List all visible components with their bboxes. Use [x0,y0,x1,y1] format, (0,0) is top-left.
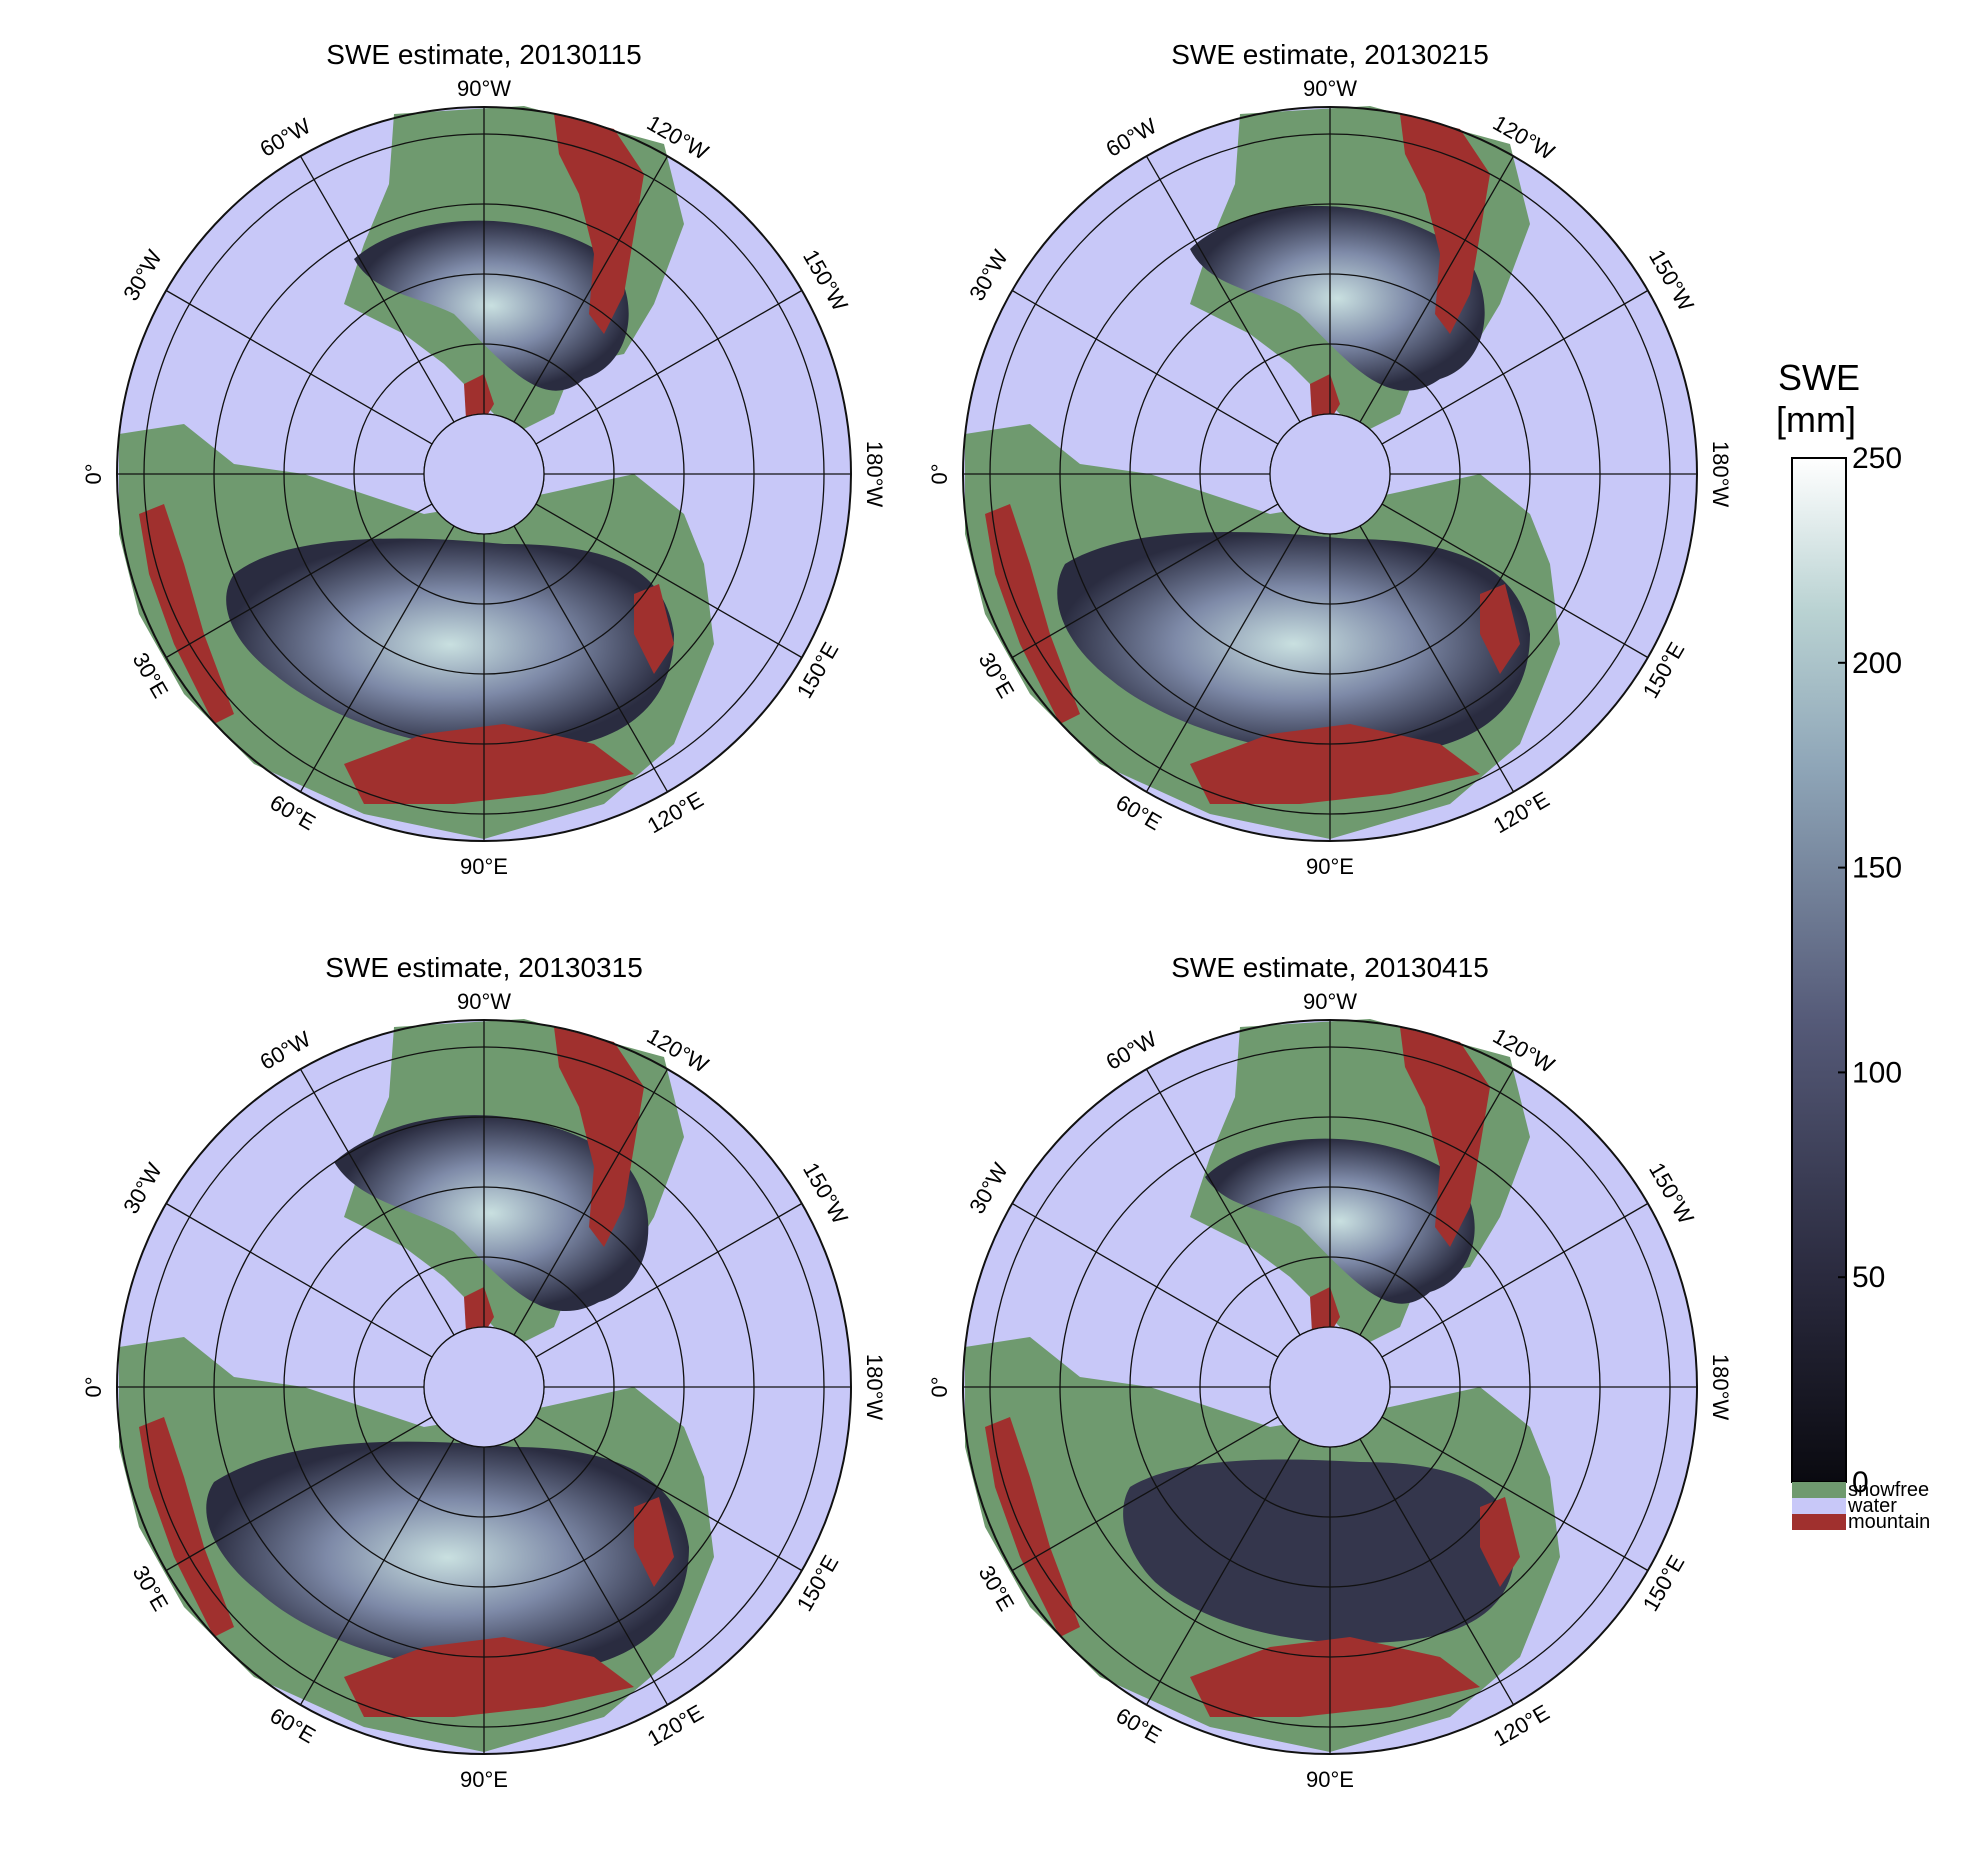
lon-label-30w: 30°W [964,1158,1013,1217]
map-panel-1: SWE estimate, 20130115 90°W 120°W 60°W 1… [81,39,887,879]
colorbar-category-swatch [1792,1514,1846,1530]
colorbar-tick-label: 150 [1852,852,1902,885]
lon-label-0: 0° [927,463,952,484]
lon-label-180w: 180°W [862,441,887,508]
map-title: SWE estimate, 20130315 [325,952,643,983]
map-title: SWE estimate, 20130415 [1171,952,1489,983]
lon-label-30w: 30°W [964,245,1013,304]
lon-label-90w: 90°W [1303,989,1357,1014]
lon-label-0: 0° [927,1376,952,1397]
colorbar-tick-label: 50 [1852,1261,1885,1294]
lon-label-90e: 90°E [460,1767,508,1792]
pole-hole [1270,1327,1390,1447]
colorbar-category-swatch [1792,1498,1846,1514]
lon-label-0: 0° [81,463,106,484]
lon-label-180w: 180°W [1708,1354,1733,1421]
lon-label-90w: 90°W [457,76,511,101]
lon-label-180w: 180°W [862,1354,887,1421]
pole-hole [424,414,544,534]
colorbar-tick-label: 250 [1852,442,1902,475]
colorbar-gradient [1792,458,1846,1482]
lon-label-90e: 90°E [1306,1767,1354,1792]
colorbar-category-label: mountain [1848,1511,1930,1533]
map-panel-4: SWE estimate, 20130415 90°W 120°W 60°W 1… [927,952,1733,1792]
map-panel-2: SWE estimate, 20130215 90°W 120°W 60°W 1… [927,39,1733,879]
lon-label-90w: 90°W [457,989,511,1014]
map-title: SWE estimate, 20130115 [326,39,641,70]
lon-label-180w: 180°W [1708,441,1733,508]
lon-label-90e: 90°E [460,854,508,879]
pole-hole [424,1327,544,1447]
colorbar-title-line1: SWE [1778,357,1860,398]
pole-hole [1270,414,1390,534]
colorbar-category-swatch [1792,1482,1846,1498]
lon-label-90e: 90°E [1306,854,1354,879]
lon-label-30w: 30°W [118,245,167,304]
map-title: SWE estimate, 20130215 [1171,39,1489,70]
colorbar-tick-label: 100 [1852,1056,1902,1089]
map-panel-3: SWE estimate, 20130315 90°W 120°W 60°W 1… [81,952,887,1792]
lon-label-0: 0° [81,1376,106,1397]
lon-label-90w: 90°W [1303,76,1357,101]
lon-label-30w: 30°W [118,1158,167,1217]
colorbar-title-line2: [mm] [1776,399,1856,440]
colorbar-tick-label: 200 [1852,647,1902,680]
